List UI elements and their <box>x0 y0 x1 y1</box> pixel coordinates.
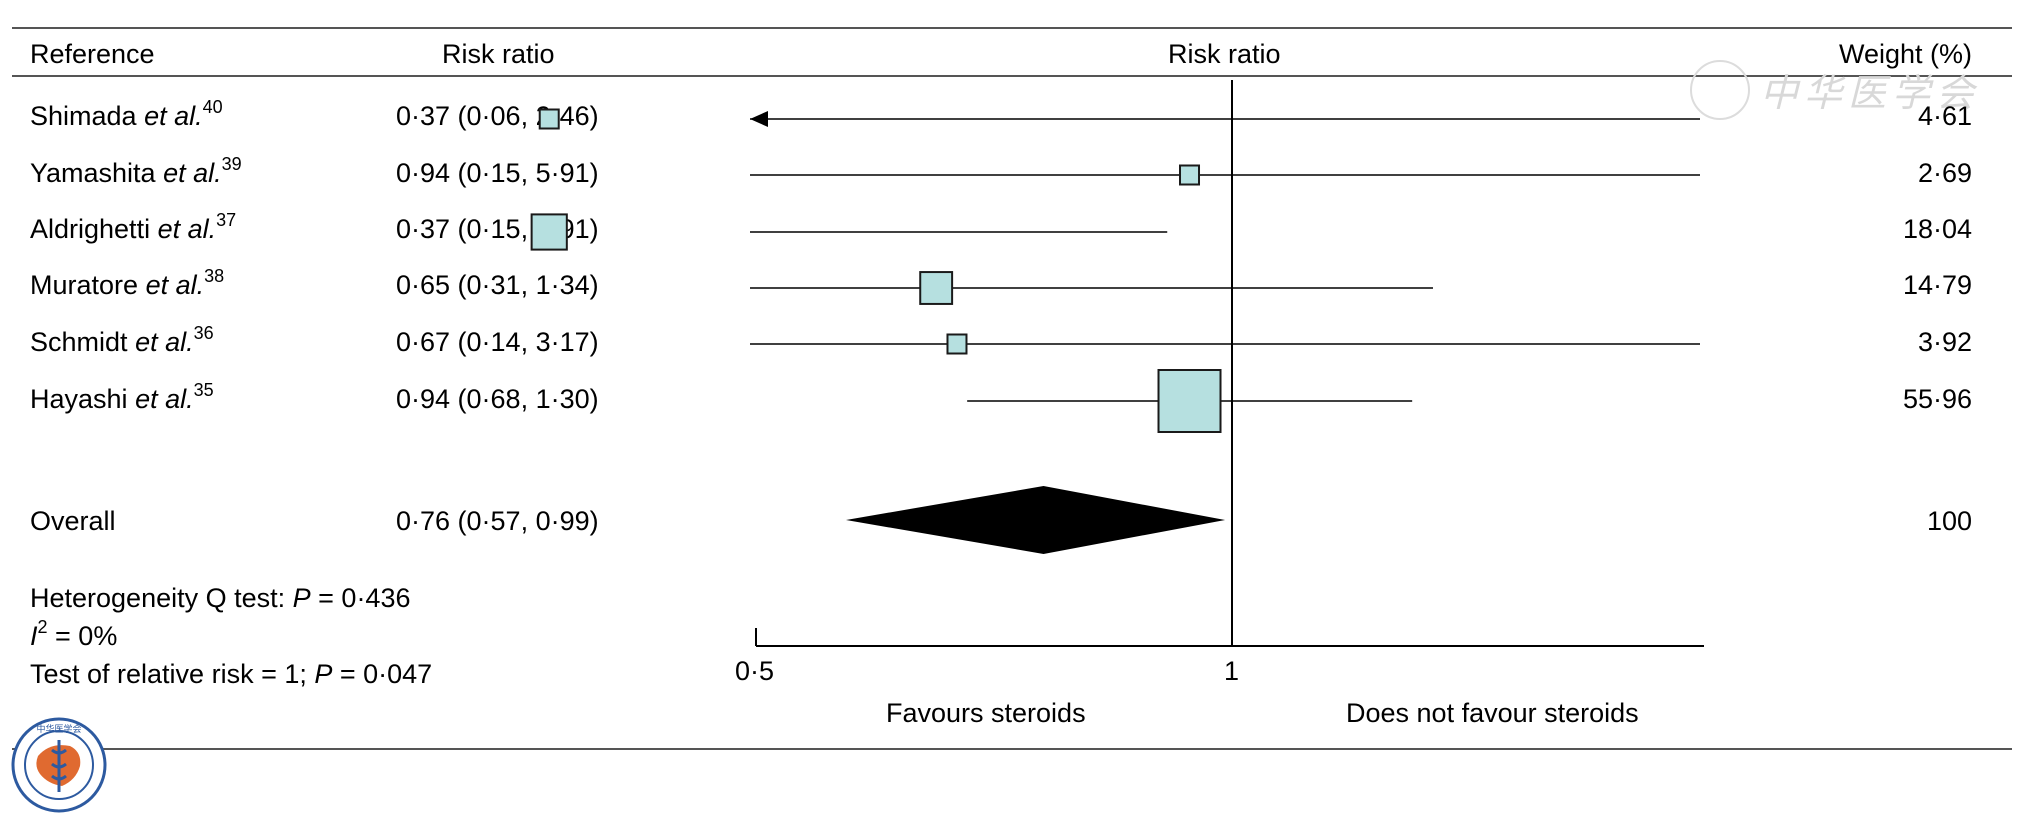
study-reference: Hayashi et al.35 <box>30 380 214 415</box>
i2-value: = 0% <box>47 621 118 651</box>
study-weight: 4·61 <box>1917 101 1972 131</box>
study-box <box>1179 164 1201 186</box>
study-reference: Aldrighetti et al.37 <box>30 210 237 245</box>
study-box <box>919 271 954 305</box>
study-box <box>538 108 560 130</box>
overall-diamond <box>845 486 1226 554</box>
study-author: Muratore <box>30 270 139 300</box>
study-weight: 55·96 <box>1902 384 1972 414</box>
watermark-text: 中华医学会 <box>1760 71 1981 115</box>
study-reference: Schmidt et al.36 <box>30 323 214 358</box>
study-etal: et al. <box>157 214 217 244</box>
study-reference: Muratore et al.38 <box>30 266 225 301</box>
study-ref-number: 35 <box>193 380 214 400</box>
chinese-medical-association-seal-icon: 中华医学会 <box>11 717 107 813</box>
overall-weight: 100 <box>1926 506 1972 536</box>
study-etal: et al. <box>163 158 222 188</box>
overall-label: Overall <box>30 506 116 536</box>
ci-arrow-left <box>750 111 768 127</box>
bottom-rule <box>12 748 2012 750</box>
study-box <box>1157 369 1222 433</box>
study-box <box>946 333 968 355</box>
study-author: Schmidt <box>30 327 128 357</box>
top-rule <box>12 27 2012 29</box>
study-rr-text: 0·37 (0·06, 2·46) <box>396 101 599 131</box>
study-rr-text: 0·67 (0·14, 3·17) <box>396 327 599 357</box>
header-rule <box>12 75 2012 77</box>
tick-label-0-5: 0·5 <box>735 656 775 686</box>
heterogeneity-test: Heterogeneity Q test: P = 0·436 <box>30 582 410 614</box>
header-risk-ratio-text: Risk ratio <box>442 39 555 69</box>
i2-symbol: I <box>30 621 38 651</box>
study-weight: 3·92 <box>1917 327 1972 357</box>
heterogeneity-prefix: Heterogeneity Q test: <box>30 583 293 613</box>
study-ref-number: 40 <box>202 97 223 117</box>
heterogeneity-value: = 0·436 <box>310 583 411 613</box>
rr-test-value: = 0·047 <box>332 659 433 689</box>
study-etal: et al. <box>145 270 205 300</box>
i2-sup: 2 <box>37 617 48 637</box>
study-author: Aldrighetti <box>30 214 151 244</box>
header-weight: Weight (%) <box>1838 39 1972 69</box>
study-weight: 2·69 <box>1917 158 1972 188</box>
study-etal: et al. <box>144 101 203 131</box>
study-ref-number: 38 <box>204 266 225 286</box>
study-reference: Yamashita et al.39 <box>30 154 242 189</box>
study-rr-text: 0·94 (0·15, 5·91) <box>396 158 599 188</box>
does-not-favour-steroids-label: Does not favour steroids <box>1346 698 1639 728</box>
rr-test-p: P <box>314 659 333 689</box>
study-ref-number: 37 <box>216 210 237 230</box>
study-author: Yamashita <box>30 158 156 188</box>
study-box <box>530 213 568 251</box>
rr-test-prefix: Test of relative risk = 1; <box>30 659 315 689</box>
rr-test: Test of relative risk = 1; P = 0·047 <box>30 658 432 690</box>
study-etal: et al. <box>135 327 194 357</box>
study-reference: Shimada et al.40 <box>30 97 223 132</box>
study-ref-number: 36 <box>193 323 214 343</box>
study-author: Hayashi <box>30 384 128 414</box>
watermark-seal-icon <box>1690 60 1750 120</box>
study-ref-number: 39 <box>221 154 242 174</box>
study-author: Shimada <box>30 101 137 131</box>
logo-text: 中华医学会 <box>36 723 81 734</box>
header-risk-ratio-plot: Risk ratio <box>1168 39 1281 69</box>
header-reference: Reference <box>30 39 155 69</box>
study-etal: et al. <box>135 384 194 414</box>
study-rr-text: 0·94 (0·68, 1·30) <box>396 384 599 414</box>
tick-label-1: 1 <box>1224 656 1240 686</box>
heterogeneity-p: P <box>292 583 311 613</box>
overall-rr-text: 0·76 (0·57, 0·99) <box>396 506 599 536</box>
favours-steroids-label: Favours steroids <box>886 698 1086 728</box>
study-weight: 14·79 <box>1902 270 1972 300</box>
i2-stat: I2 = 0% <box>30 617 118 652</box>
study-weight: 18·04 <box>1902 214 1972 244</box>
study-rr-text: 0·65 (0·31, 1·34) <box>396 270 599 300</box>
